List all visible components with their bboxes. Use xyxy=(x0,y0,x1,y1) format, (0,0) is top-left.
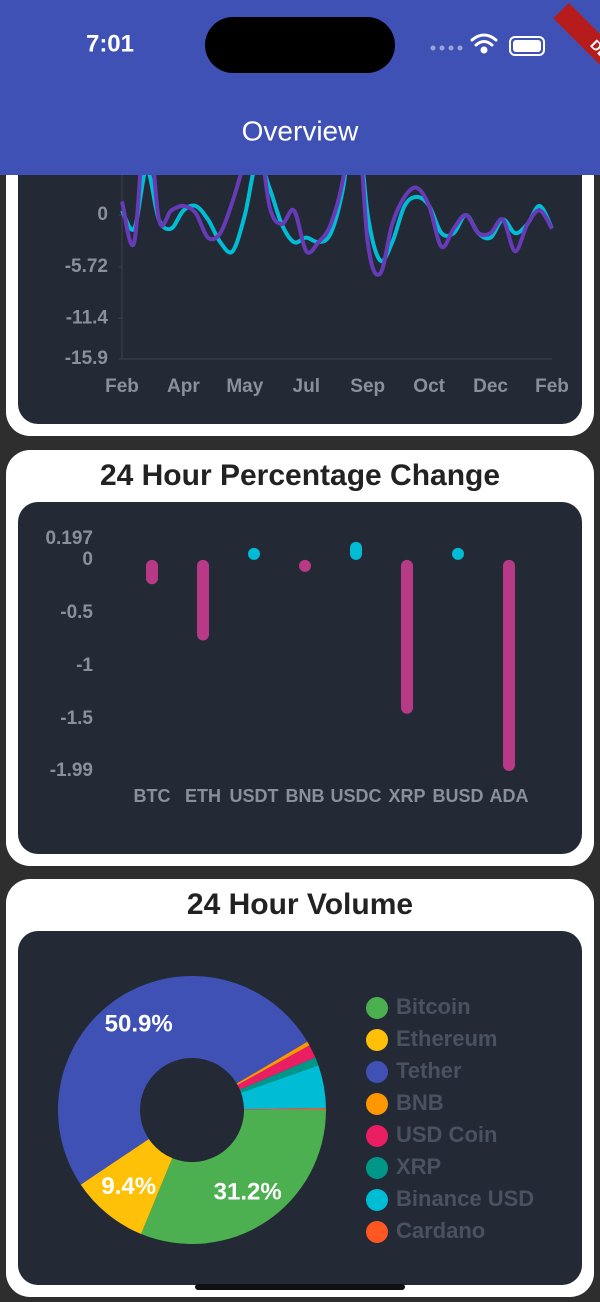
pie-slice xyxy=(237,1045,316,1090)
x-tick-label: BUSD xyxy=(432,786,483,806)
wifi-icon xyxy=(470,33,498,54)
debug-ribbon xyxy=(553,2,600,118)
y-tick-label: 0.197 xyxy=(45,528,93,549)
legend-swatch xyxy=(366,1029,388,1051)
legend-swatch xyxy=(366,997,388,1019)
x-tick-label: Feb xyxy=(105,376,139,397)
x-tick-label: ETH xyxy=(185,786,221,806)
x-tick-label: Dec xyxy=(473,376,508,397)
battery-level xyxy=(513,40,541,52)
x-tick-label: Sep xyxy=(350,376,385,397)
battery-icon xyxy=(509,36,545,56)
pie-slice xyxy=(239,1057,319,1093)
x-tick-label: USDC xyxy=(330,786,381,806)
x-tick-label: May xyxy=(226,376,263,397)
bar xyxy=(350,541,362,560)
pie-slice xyxy=(241,1065,326,1110)
y-tick-label: 0 xyxy=(97,204,108,225)
x-tick-label: Jul xyxy=(293,376,320,397)
signal-icon xyxy=(430,45,463,51)
y-tick-label: -1 xyxy=(76,655,93,676)
x-tick-label: ADA xyxy=(490,786,529,806)
legend-label: Cardano xyxy=(396,1218,485,1243)
line-series xyxy=(120,85,554,277)
y-tick-label: -11.4 xyxy=(66,307,109,328)
bar xyxy=(299,559,311,572)
pie-slice xyxy=(236,1041,310,1085)
x-tick-label: XRP xyxy=(388,786,425,806)
x-tick-label: Oct xyxy=(413,376,445,397)
legend-swatch xyxy=(366,1125,388,1147)
bar xyxy=(503,559,515,771)
status-time: 7:01 xyxy=(86,30,134,57)
app-bar-title: Overview xyxy=(242,115,359,146)
slice-label: 31.2% xyxy=(214,1178,282,1205)
legend-swatch xyxy=(366,1157,388,1179)
slice-label: 9.4% xyxy=(101,1173,156,1200)
dynamic-island xyxy=(205,17,395,73)
legend-label: Tether xyxy=(396,1058,462,1083)
x-tick-label: BTC xyxy=(134,786,171,806)
x-tick-label: Apr xyxy=(167,376,200,397)
y-tick-label: -1.99 xyxy=(50,760,93,781)
legend-label: Ethereum xyxy=(396,1026,497,1051)
legend-label: Bitcoin xyxy=(396,994,471,1019)
bar xyxy=(248,547,260,560)
legend-label: BNB xyxy=(396,1090,444,1115)
legend-swatch xyxy=(366,1093,388,1115)
y-tick-label: -15.9 xyxy=(65,348,108,369)
pie-slice xyxy=(80,1138,173,1234)
content: 24 Hour Percentage Change 24 Hour Volume… xyxy=(6,71,594,1297)
legend-swatch xyxy=(366,1061,388,1083)
legend-swatch xyxy=(366,1221,388,1243)
legend-label: XRP xyxy=(396,1154,441,1179)
legend-label: USD Coin xyxy=(396,1122,497,1147)
chart-title: 24 Hour Percentage Change xyxy=(100,459,500,492)
bar xyxy=(401,559,413,714)
legend-label: Binance USD xyxy=(396,1186,534,1211)
y-tick-label: -1.5 xyxy=(60,708,93,729)
chart-panel xyxy=(18,502,582,854)
bar xyxy=(452,547,464,560)
y-tick-label: 0 xyxy=(82,549,93,570)
bar xyxy=(146,559,158,585)
y-tick-label: -0.5 xyxy=(60,602,93,623)
pie-slice xyxy=(243,1108,326,1110)
slice-label: 50.9% xyxy=(105,1011,173,1038)
x-tick-label: BNB xyxy=(286,786,325,806)
chart-panel xyxy=(18,100,582,424)
pie-slice xyxy=(58,976,308,1185)
pie-slice xyxy=(141,1110,326,1244)
legend-swatch xyxy=(366,1189,388,1211)
chart-title: 24 Hour Volume xyxy=(187,888,413,921)
y-tick-label: -5.72 xyxy=(65,256,108,277)
x-tick-label: USDT xyxy=(230,786,279,806)
home-indicator xyxy=(195,1284,405,1290)
x-tick-label: Feb xyxy=(535,376,569,397)
bar xyxy=(197,559,209,641)
